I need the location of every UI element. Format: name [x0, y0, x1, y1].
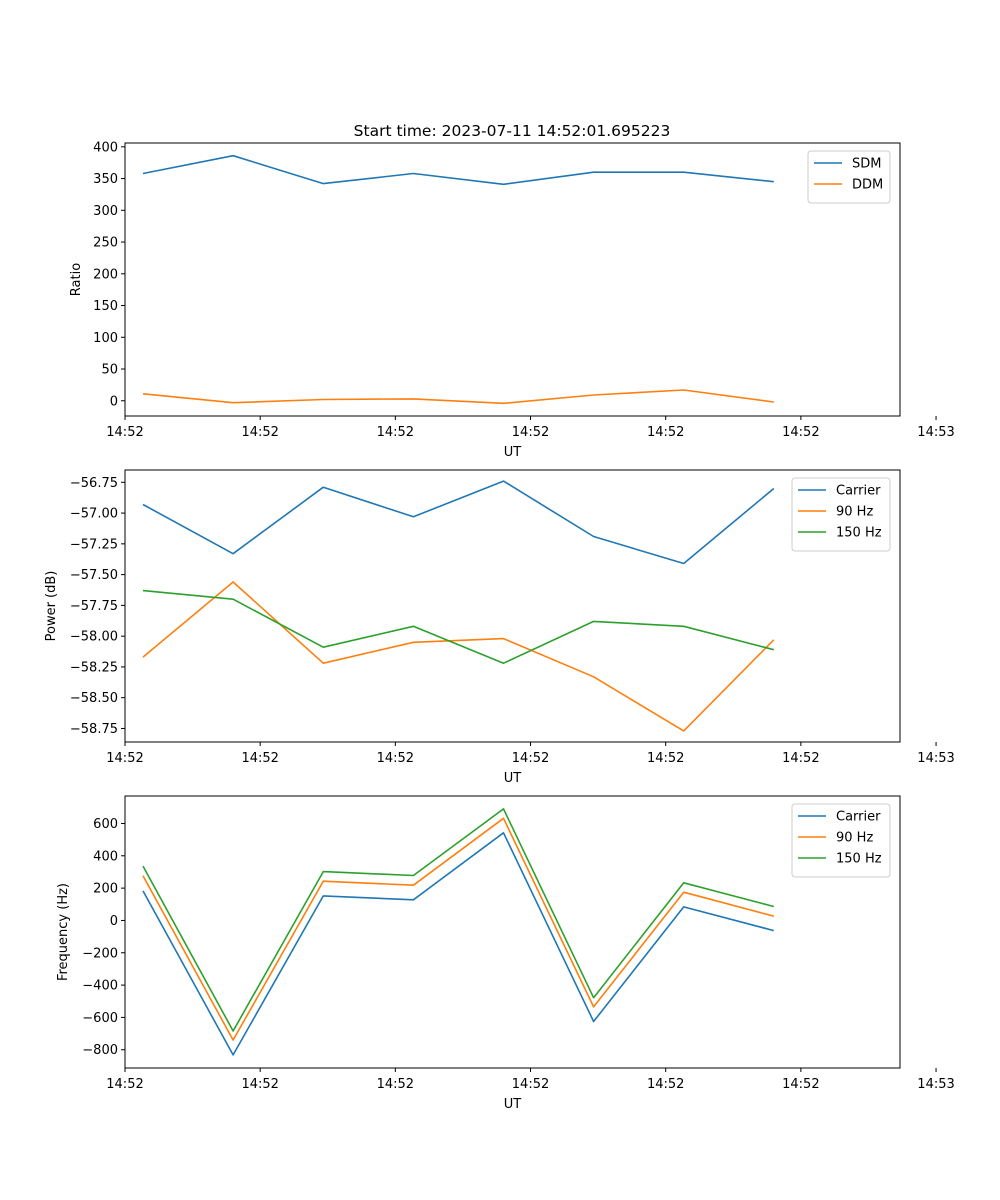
x-tick-label: 14:52	[512, 425, 549, 440]
x-tick-label: 14:52	[782, 1077, 819, 1092]
legend-label: 150 Hz	[836, 526, 882, 541]
legend-label: SDM	[852, 157, 881, 172]
subplot-2: −58.75 −58.50 −58.25 −58.00 −57.75 −57.50 −57.…	[44, 469, 955, 786]
y-tick-label: 0	[110, 394, 118, 409]
legend-box	[807, 150, 891, 204]
x-tick-label: 14:53	[917, 425, 954, 440]
y-tick-label: 200	[93, 882, 118, 897]
plots-container: 0 50 100 150 200 250 300 350 400 14:52 14:52 14:52 1…	[44, 140, 955, 1112]
axes-frame	[124, 795, 901, 1069]
y-axis-label: Power (dB)	[44, 571, 59, 642]
y-tick-label: −58.50	[70, 691, 118, 706]
subplot-1: 0 50 100 150 200 250 300 350 400 14:52 14:52 14:52 1…	[69, 140, 955, 460]
x-tick-label: 14:52	[377, 751, 414, 766]
y-tick-label: −400	[82, 979, 118, 994]
y-tick-label: 0	[110, 914, 118, 929]
x-tick-label: 14:52	[782, 751, 819, 766]
x-tick-label: 14:52	[106, 751, 143, 766]
x-tick-label: 14:52	[647, 751, 684, 766]
x-axis-label: UT	[504, 771, 522, 786]
y-tick-label: 150	[93, 299, 118, 314]
x-tick-label: 14:52	[782, 425, 819, 440]
x-axis-label: UT	[504, 1097, 522, 1112]
y-tick-label: −57.00	[70, 507, 118, 522]
legend: Carrier 90 Hz 150 Hz	[791, 803, 891, 878]
series-line-150-hz	[142, 808, 775, 1032]
subplot-3: −800 −600 −400 −200 0 200 400 600 14:52 14:52 14:5…	[56, 795, 955, 1112]
y-tick-label: −58.75	[70, 722, 118, 737]
x-tick-label: 14:52	[106, 1077, 143, 1092]
y-tick-label: 200	[93, 267, 118, 282]
y-tick-label: 600	[93, 817, 118, 832]
chart-title: Start time: 2023-07-11 14:52:01.695223	[354, 122, 671, 140]
y-tick-label: 50	[101, 363, 118, 378]
series-line-carrier	[142, 480, 775, 565]
series-line-150-hz	[142, 589, 775, 665]
series-line-90-hz	[142, 817, 775, 1041]
y-tick-label: 250	[93, 236, 118, 251]
legend-label: 90 Hz	[836, 831, 873, 846]
y-tick-label: −56.75	[70, 476, 118, 491]
x-tick-label: 14:52	[241, 751, 278, 766]
y-tick-label: 400	[93, 849, 118, 864]
y-tick-label: −58.25	[70, 660, 118, 675]
series-line-90-hz	[142, 581, 775, 732]
legend-label: Carrier	[836, 810, 881, 825]
legend-label: 90 Hz	[836, 505, 873, 520]
y-tick-label: −57.25	[70, 537, 118, 552]
y-tick-label: −57.75	[70, 599, 118, 614]
y-tick-label: 350	[93, 172, 118, 187]
series-line-ddm	[142, 389, 774, 405]
x-tick-label: 14:52	[241, 1077, 278, 1092]
x-tick-label: 14:52	[241, 425, 278, 440]
legend: Carrier 90 Hz 150 Hz	[791, 477, 891, 552]
y-axis-label: Ratio	[69, 263, 84, 296]
series-line-sdm	[142, 154, 774, 186]
y-tick-label: −57.50	[70, 568, 118, 583]
series-line-carrier	[142, 831, 775, 1056]
x-tick-label: 14:52	[647, 425, 684, 440]
y-axis-label: Frequency (Hz)	[56, 883, 71, 981]
x-tick-label: 14:52	[512, 1077, 549, 1092]
y-tick-label: 300	[93, 204, 118, 219]
x-tick-label: 14:52	[377, 425, 414, 440]
y-tick-label: 100	[93, 331, 118, 346]
x-tick-label: 14:52	[512, 751, 549, 766]
x-tick-label: 14:52	[647, 1077, 684, 1092]
y-tick-label: −800	[82, 1043, 118, 1058]
y-tick-label: −58.00	[70, 630, 118, 645]
axes-frame	[124, 142, 901, 417]
x-tick-label: 14:52	[106, 425, 143, 440]
x-tick-label: 14:53	[917, 1077, 954, 1092]
x-tick-label: 14:52	[377, 1077, 414, 1092]
legend-label: 150 Hz	[836, 852, 882, 867]
y-tick-label: −200	[82, 946, 118, 961]
y-tick-label: 400	[93, 140, 118, 155]
legend-label: DDM	[852, 178, 883, 193]
x-axis-label: UT	[504, 445, 522, 460]
x-tick-label: 14:53	[917, 751, 954, 766]
axes-frame	[124, 469, 901, 743]
y-tick-label: −600	[82, 1011, 118, 1026]
legend: SDM DDM	[807, 150, 891, 204]
legend-label: Carrier	[836, 484, 881, 499]
